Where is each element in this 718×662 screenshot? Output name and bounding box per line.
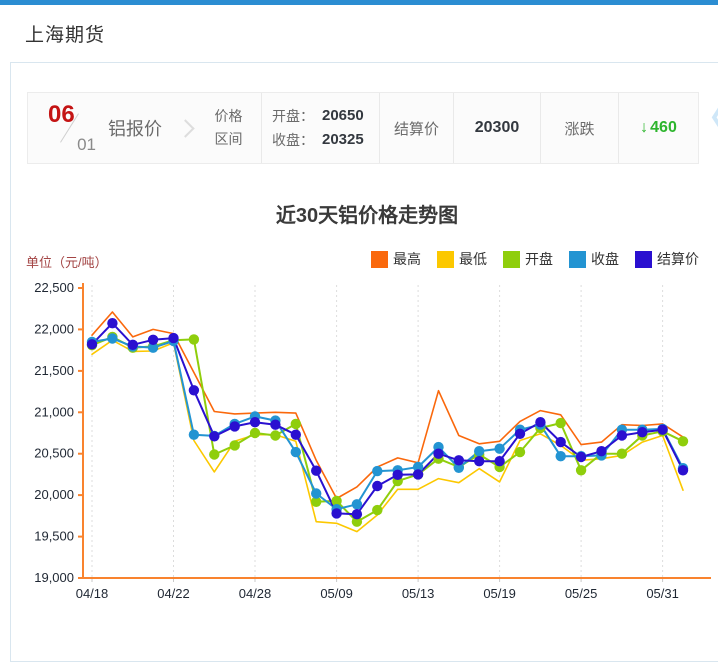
svg-text:20,500: 20,500 bbox=[34, 446, 74, 461]
svg-text:05/25: 05/25 bbox=[565, 586, 598, 601]
svg-text:05/09: 05/09 bbox=[320, 586, 353, 601]
quote-date-product: 06 01 铝报价 bbox=[28, 93, 178, 163]
svg-text:04/18: 04/18 bbox=[76, 586, 109, 601]
svg-text:19,000: 19,000 bbox=[34, 570, 74, 585]
legend-swatch-icon bbox=[635, 250, 652, 268]
legend-swatch-icon bbox=[371, 250, 388, 268]
settle-label: 结算价 bbox=[380, 93, 454, 163]
open-value: 20650 bbox=[322, 107, 364, 124]
legend-swatch-icon bbox=[503, 250, 520, 268]
chevron-right-icon bbox=[175, 118, 195, 138]
legend-swatch-icon bbox=[437, 250, 454, 268]
legend-label: 开盘 bbox=[525, 251, 553, 267]
legend-item-3[interactable]: 收盘 bbox=[569, 249, 619, 269]
down-arrow-icon: ↓ bbox=[640, 119, 649, 136]
price-range-label: 价格 区间 bbox=[196, 93, 262, 163]
open-row: 开盘： 20650 bbox=[272, 104, 364, 128]
main-panel: 06 01 铝报价 价格 区间 开盘： 20650 收盘： 20325 结算价 … bbox=[10, 62, 718, 662]
legend-label: 最低 bbox=[459, 251, 487, 267]
price-chart: 04/18 04/22 04/28 05/09 05/13 05/19 05/25 05/31… bbox=[34, 281, 711, 601]
legend-label: 收盘 bbox=[591, 251, 619, 267]
change-value-block: ↓ 460 bbox=[619, 93, 698, 163]
svg-text:19,500: 19,500 bbox=[34, 529, 74, 544]
product-name: 铝报价 bbox=[108, 119, 162, 139]
svg-text:21,000: 21,000 bbox=[34, 404, 74, 419]
legend-item-4[interactable]: 结算价 bbox=[635, 249, 699, 269]
svg-text:20,000: 20,000 bbox=[34, 487, 74, 502]
open-close-block: 开盘： 20650 收盘： 20325 bbox=[262, 93, 380, 163]
svg-text:21,500: 21,500 bbox=[34, 363, 74, 378]
svg-text:05/13: 05/13 bbox=[402, 586, 435, 601]
close-value: 20325 bbox=[322, 131, 364, 148]
page-title: 上海期货 bbox=[25, 25, 106, 46]
svg-text:22,000: 22,000 bbox=[34, 321, 74, 336]
svg-text:04/28: 04/28 bbox=[239, 586, 272, 601]
svg-text:22,500: 22,500 bbox=[34, 281, 74, 295]
open-label: 开盘： bbox=[272, 108, 314, 124]
carousel-prev-icon[interactable]: ❮ bbox=[709, 103, 718, 129]
legend-label: 最高 bbox=[393, 251, 421, 267]
svg-text:04/22: 04/22 bbox=[157, 586, 190, 601]
close-label: 收盘： bbox=[272, 132, 314, 148]
date-day: 01 bbox=[77, 135, 96, 154]
change-label: 涨跌 bbox=[541, 93, 619, 163]
svg-text:05/19: 05/19 bbox=[483, 586, 516, 601]
quote-bar: 06 01 铝报价 价格 区间 开盘： 20650 收盘： 20325 结算价 … bbox=[27, 92, 699, 164]
top-accent-bar bbox=[0, 0, 718, 5]
svg-text:05/31: 05/31 bbox=[646, 586, 679, 601]
settle-value: 20300 bbox=[454, 93, 541, 163]
date-badge: 06 01 bbox=[48, 101, 96, 154]
legend: 最高 最低 开盘 收盘 结算价 bbox=[355, 249, 699, 269]
chart-title: 近30天铝价格走势图 bbox=[275, 205, 459, 227]
legend-item-1[interactable]: 最低 bbox=[437, 249, 487, 269]
legend-item-2[interactable]: 开盘 bbox=[503, 249, 553, 269]
quote-chevron bbox=[175, 93, 196, 163]
unit-label: 单位（元/吨） bbox=[26, 255, 108, 270]
legend-swatch-icon bbox=[569, 250, 586, 268]
legend-item-0[interactable]: 最高 bbox=[371, 249, 421, 269]
close-row: 收盘： 20325 bbox=[272, 128, 364, 152]
change-value: 460 bbox=[650, 119, 677, 136]
legend-label: 结算价 bbox=[657, 251, 699, 267]
